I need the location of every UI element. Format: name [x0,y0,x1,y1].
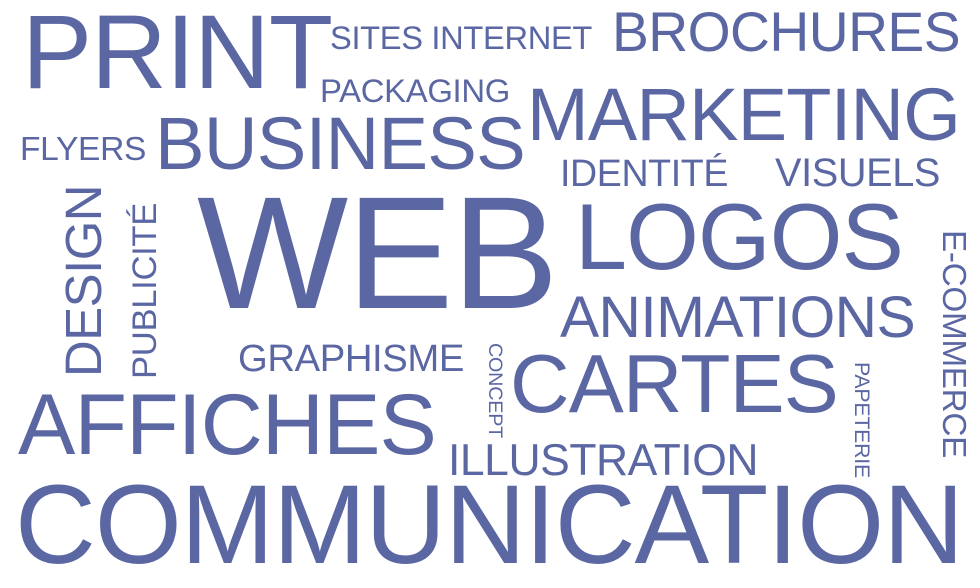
word-identite: IDENTITÉ [560,151,729,194]
word-web: WEB [197,162,559,342]
word-cartes: CARTES [510,338,839,431]
word-marketing: MARKETING [527,72,961,156]
word-illustration: ILLUSTRATION [448,435,758,485]
word-concept: CONCEPT [483,343,506,439]
word-sites-internet: SITES INTERNET [330,19,593,57]
word-papeterie: PAPETERIE [849,362,874,478]
word-visuels: VISUELS [775,151,940,196]
word-publicite: PUBLICITÉ [126,202,165,379]
word-animations: ANIMATIONS [560,284,916,350]
word-affiches: AFFICHES [18,376,437,473]
word-communication: COMMUNICATION [15,462,964,588]
word-logos: LOGOS [575,183,904,289]
word-business: BUSINESS [155,101,526,185]
word-packaging: PACKAGING [320,72,511,110]
word-brochures: BROCHURES [612,1,961,64]
word-flyers: FLYERS [20,131,146,169]
word-ecommerce: E-COMMERCE [934,230,972,458]
word-graphisme: GRAPHISME [238,336,464,380]
word-print: PRINT [22,0,333,112]
word-design: DESIGN [54,185,112,377]
